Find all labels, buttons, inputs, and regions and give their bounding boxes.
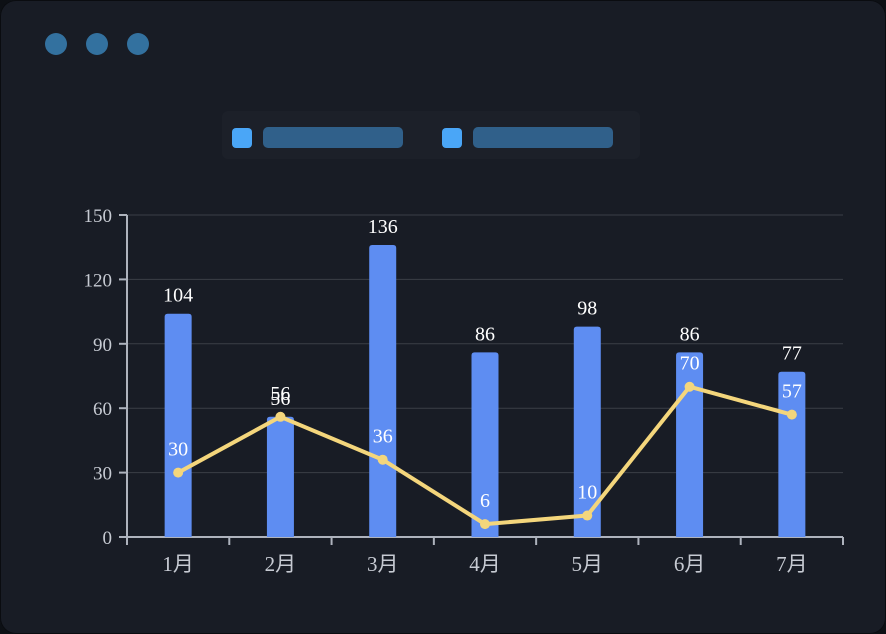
bar[interactable] (471, 352, 499, 537)
y-axis-label: 120 (84, 270, 113, 291)
bar-value-label: 104 (163, 285, 193, 307)
line-point[interactable] (173, 467, 184, 478)
line-value-label: 57 (782, 381, 802, 403)
bar[interactable] (266, 416, 294, 537)
line-point[interactable] (684, 381, 695, 392)
line-value-label: 30 (168, 439, 188, 461)
x-axis-label: 5月 (572, 552, 604, 576)
bar-value-label: 86 (680, 323, 700, 345)
x-axis-label: 6月 (674, 552, 706, 576)
bar-value-label: 136 (368, 216, 398, 238)
y-axis-label: 150 (84, 206, 113, 227)
legend-label-placeholder (473, 127, 613, 148)
line-point[interactable] (786, 409, 797, 420)
y-axis-label: 30 (93, 464, 112, 485)
window-dot-3[interactable] (127, 33, 149, 55)
x-axis-label: 3月 (367, 552, 399, 576)
legend-swatch-icon (442, 127, 462, 148)
window-dot-2[interactable] (86, 33, 108, 55)
legend-swatch-icon (232, 127, 252, 148)
bar[interactable] (676, 352, 704, 537)
line-point[interactable] (275, 411, 286, 422)
bar-value-label: 77 (782, 343, 802, 365)
bar-value-label: 56 (270, 388, 290, 410)
window-titlebar (45, 33, 149, 55)
line-value-label: 10 (577, 482, 597, 504)
bar[interactable] (573, 326, 601, 537)
line-point[interactable] (480, 519, 490, 530)
bar[interactable] (164, 313, 192, 537)
legend-item-line-series[interactable] (442, 127, 613, 148)
y-axis-label: 90 (93, 335, 112, 356)
x-axis-label: 1月 (162, 552, 194, 576)
legend-item-bar-series[interactable] (232, 127, 403, 148)
bar-value-label: 98 (577, 298, 597, 320)
y-axis-label: 0 (103, 528, 113, 549)
y-axis-label: 60 (93, 399, 112, 420)
x-axis-label: 4月 (469, 552, 501, 576)
line-value-label: 70 (680, 353, 700, 375)
bar-value-label: 86 (475, 323, 495, 345)
window-dot-1[interactable] (45, 33, 67, 55)
bar[interactable] (369, 245, 397, 537)
line-value-label: 56 (270, 383, 290, 405)
chart-legend (222, 111, 640, 159)
x-axis-label: 7月 (776, 552, 808, 576)
legend-label-placeholder (263, 127, 403, 148)
x-axis-label: 2月 (265, 552, 297, 576)
line-point[interactable] (582, 510, 593, 521)
line-value-label: 6 (480, 490, 490, 512)
line-value-label: 36 (373, 426, 393, 448)
line-point[interactable] (377, 454, 388, 465)
